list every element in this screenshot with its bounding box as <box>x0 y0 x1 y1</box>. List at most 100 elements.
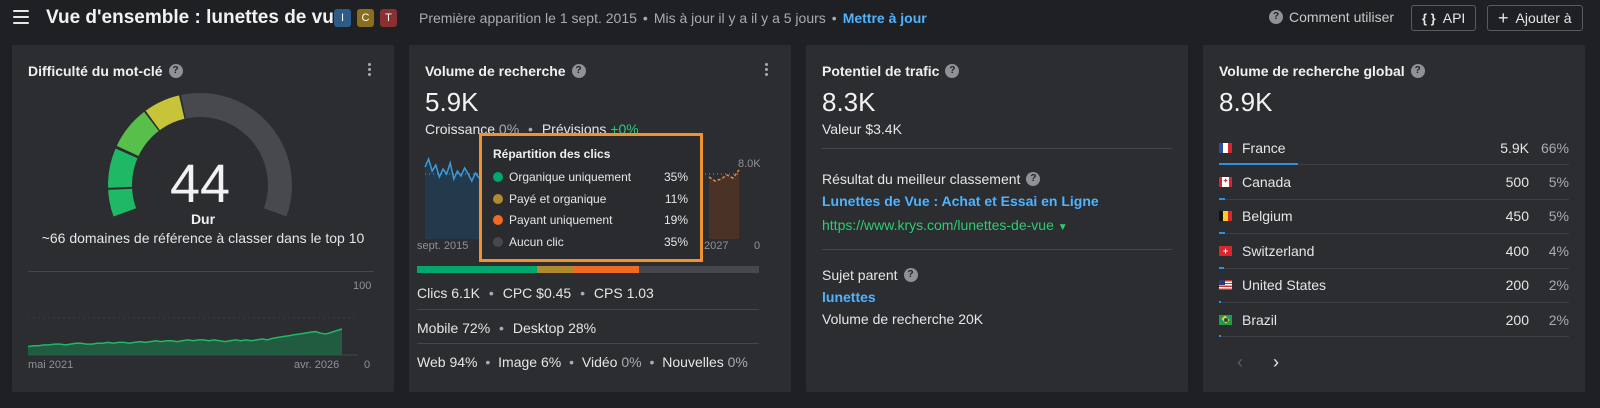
country-share: 5% <box>1548 208 1569 225</box>
country-row[interactable]: ✦ Canada 500 5% <box>1219 165 1569 200</box>
add-to-button-label: Ajouter à <box>1515 10 1572 26</box>
top-result-title-link[interactable]: Lunettes de Vue : Achat et Essai en Lign… <box>822 193 1099 209</box>
top-result-url: https://www.krys.com/lunettes-de-vue <box>822 217 1054 233</box>
mobile-share: Mobile 72% <box>417 320 491 336</box>
video-value: 0% <box>621 354 642 370</box>
help-circle-icon[interactable]: ? <box>1026 172 1041 186</box>
volume-chart-ymax: 8.0K <box>738 158 761 170</box>
clicks-breakdown-bar[interactable] <box>417 266 759 273</box>
country-row[interactable]: France 5.9K 66% <box>1219 131 1569 166</box>
prev-page-icon[interactable]: ‹ <box>1237 352 1243 372</box>
country-name: Brazil <box>1242 311 1278 328</box>
kd-chart-xend: avr. 2026 <box>294 359 340 371</box>
gauge-separator <box>107 186 134 190</box>
hamburger-menu-icon[interactable] <box>13 10 29 24</box>
country-row[interactable]: + Switzerland 400 4% <box>1219 234 1569 269</box>
parent-topic-link[interactable]: lunettes <box>822 289 876 305</box>
country-volume: 500 <box>1505 174 1529 191</box>
volume-trend-chart <box>424 156 740 239</box>
help-circle-icon[interactable]: ? <box>945 64 960 78</box>
api-button[interactable]: { } API <box>1411 5 1477 31</box>
braces-icon: { } <box>1422 10 1436 26</box>
card-title: Potentiel de trafic ? <box>822 63 960 79</box>
volume-chart-xend: 2027 <box>704 240 729 252</box>
tooltip-row-value: 11% <box>664 191 688 206</box>
help-circle-icon[interactable]: ? <box>903 268 918 282</box>
breakdown-segment <box>417 266 537 273</box>
divider <box>822 148 1172 149</box>
news-label: Nouvelles <box>662 354 724 370</box>
separator-dot: • <box>649 354 655 370</box>
country-volume: 200 <box>1505 277 1529 294</box>
tooltip-row-label-wrap: Payé et organique <box>493 189 606 211</box>
update-link[interactable]: Mettre à jour <box>842 10 927 26</box>
country-share-bar <box>1219 300 1222 303</box>
keyword-meta: Première apparition le 1 sept. 2015 • Mis … <box>419 10 927 26</box>
divider <box>417 343 759 344</box>
more-options-icon[interactable] <box>368 63 372 77</box>
kd-history-area <box>28 329 342 355</box>
country-name: France <box>1242 139 1286 156</box>
parent-topic-label-row: Sujet parent ? <box>822 267 918 283</box>
tooltip-row: Organique uniquement 35% <box>493 167 688 189</box>
how-to-use-link[interactable]: ? Comment utiliser <box>1269 9 1394 25</box>
caret-down-icon[interactable]: ▼ <box>1057 222 1068 233</box>
traffic-value: 8.3K <box>822 87 876 117</box>
volume-value: 5.9K <box>425 87 479 117</box>
separator-dot: • <box>569 354 574 370</box>
flag-br-icon <box>1219 314 1232 325</box>
flag-ch-icon: + <box>1219 245 1232 256</box>
plus-icon: + <box>1498 8 1509 28</box>
country-name: Switzerland <box>1242 242 1315 259</box>
traffic-title: Potentiel de trafic <box>822 63 940 79</box>
clicks-value: Clics 6.1K <box>417 285 481 301</box>
tooltip-row: Payé et organique 11% <box>493 189 688 211</box>
global-value: 8.9K <box>1219 87 1273 117</box>
separator-dot: • <box>642 10 648 26</box>
gauge-segment <box>145 95 185 131</box>
tooltip-row-label: Payant uniquement <box>509 213 613 227</box>
tooltip-row-label-wrap: Payant uniquement <box>493 210 612 232</box>
kd-chart-ymax: 100 <box>353 280 372 292</box>
kd-gauge: 44 <box>107 92 292 217</box>
top-result-url-link[interactable]: https://www.krys.com/lunettes-de-vue ▼ <box>822 217 1068 233</box>
device-row: Mobile 72% • Desktop 28% <box>417 320 596 336</box>
add-to-button[interactable]: + Ajouter à <box>1487 5 1583 31</box>
keyword-difficulty-card: Difficulté du mot-clé ? 44 Dur ~66 domai… <box>12 45 394 392</box>
flag-be-icon <box>1219 211 1232 222</box>
tooltip-row-value: 35% <box>663 234 688 249</box>
gauge-segment <box>116 111 159 157</box>
how-to-use-label: Comment utiliser <box>1289 9 1395 25</box>
growth-label: Croissance <box>425 121 496 137</box>
page-title: Vue d'ensemble : lunettes de vue <box>46 7 345 28</box>
clicks-row: Clics 6.1K • CPC $0.45 • CPS 1.03 <box>417 285 654 301</box>
tooltip-row-label: Organique uniquement <box>509 170 632 184</box>
top-result-label-row: Résultat du meilleur classement ? <box>822 171 1041 187</box>
legend-dot-icon <box>493 215 503 225</box>
api-button-label: API <box>1442 10 1466 26</box>
next-page-icon[interactable]: › <box>1273 352 1279 372</box>
country-share-bar <box>1219 163 1298 166</box>
help-circle-icon[interactable]: ? <box>571 64 586 78</box>
gauge-segment <box>108 147 138 217</box>
breakdown-segment <box>536 266 575 273</box>
help-circle-icon[interactable]: ? <box>1410 64 1425 78</box>
tooltip-row-label-wrap: Aucun clic <box>493 232 564 254</box>
updated-text: Mis à jour il y a il y a 5 jours <box>653 10 826 26</box>
country-share-bar <box>1219 197 1225 200</box>
country-row[interactable]: Belgium 450 5% <box>1219 200 1569 235</box>
forecast-area <box>709 170 739 239</box>
divider <box>417 309 759 310</box>
breakdown-segment <box>574 266 640 273</box>
separator-dot: • <box>488 285 494 301</box>
gauge-segment <box>180 92 292 217</box>
country-row[interactable]: Brazil 200 2% <box>1219 303 1569 338</box>
parent-topic-volume: Volume de recherche 20K <box>822 311 984 327</box>
help-circle-icon[interactable]: ? <box>168 64 183 78</box>
kd-history-line <box>27 328 343 348</box>
country-row[interactable]: United States 200 2% <box>1219 269 1569 303</box>
card-title: Volume de recherche global ? <box>1219 63 1425 79</box>
cpc-value: CPC $0.45 <box>502 285 572 301</box>
kd-history-chart <box>27 271 358 356</box>
more-options-icon[interactable] <box>765 63 769 77</box>
